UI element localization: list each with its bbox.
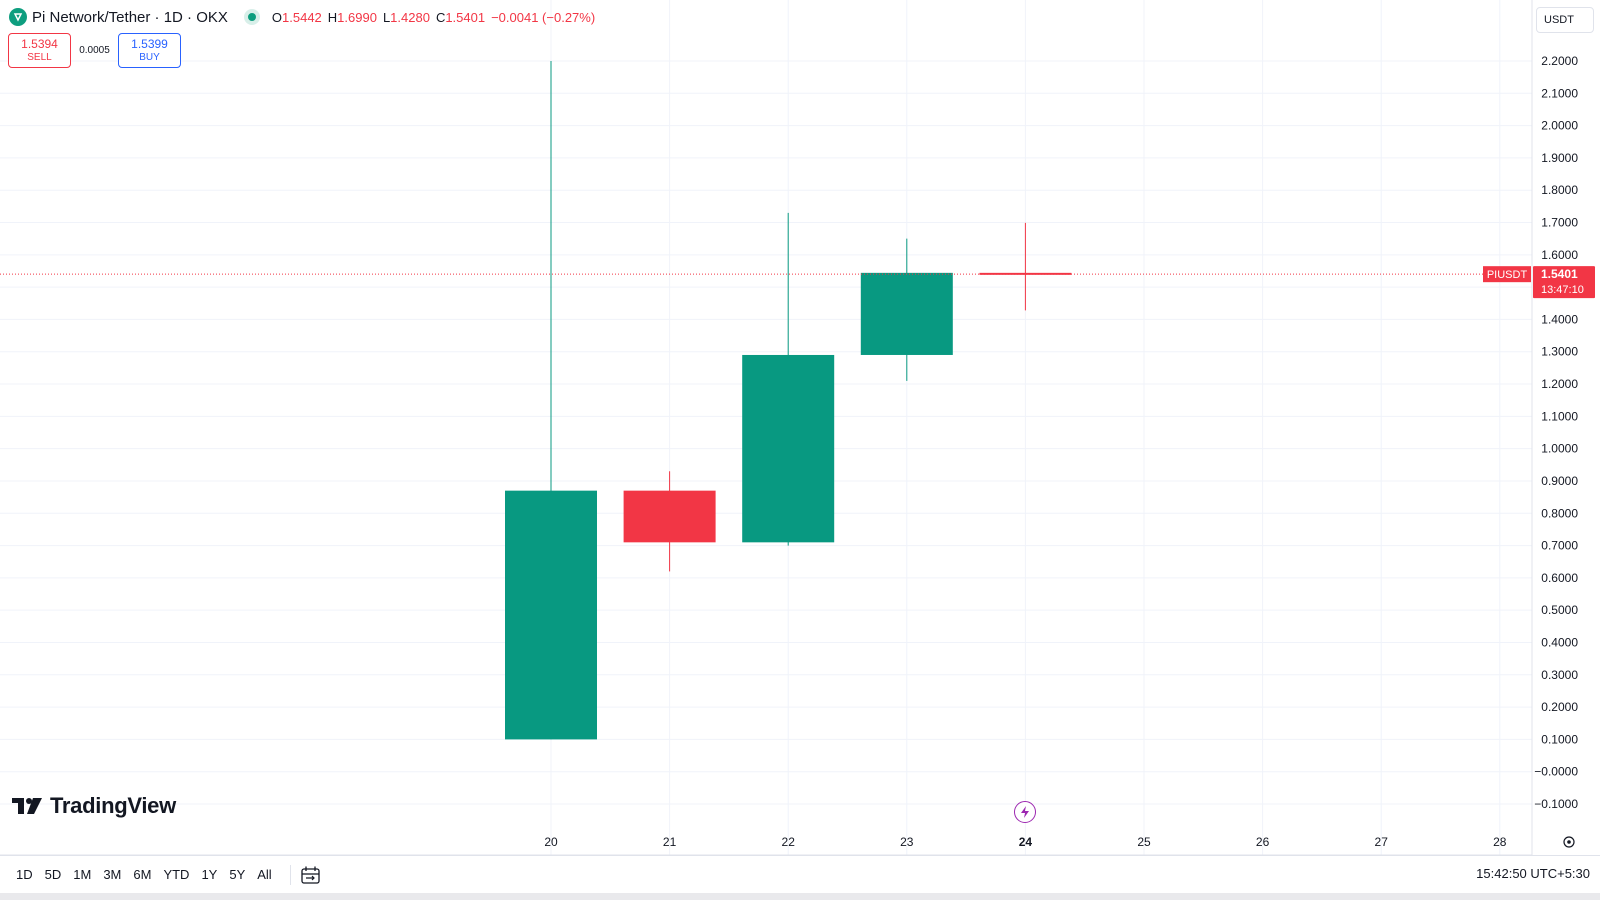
- candles: [505, 61, 1072, 740]
- x-tick-label: 22: [782, 835, 796, 849]
- y-tick-label: 1.4000: [1541, 312, 1578, 326]
- ohlc-values: O1.5442 H1.6990 L1.4280 C1.5401 −0.0041 …: [272, 10, 595, 25]
- y-tick-label: 0.8000: [1541, 506, 1578, 520]
- currency-button[interactable]: USDT: [1536, 7, 1594, 33]
- candle-body: [860, 272, 953, 355]
- buy-label: BUY: [139, 51, 160, 63]
- countdown-text: 13:47:10: [1541, 284, 1584, 296]
- candle-22[interactable]: [742, 212, 835, 546]
- x-tick-label: 27: [1375, 835, 1389, 849]
- y-tick-label: 0.6000: [1541, 571, 1578, 585]
- x-tick-label: 21: [663, 835, 677, 849]
- sell-label: SELL: [27, 51, 52, 63]
- buy-button[interactable]: 1.5399 BUY: [118, 33, 181, 68]
- y-tick-label: 1.0000: [1541, 442, 1578, 456]
- y-tick-label: −0.1000: [1534, 797, 1578, 811]
- tradingview-wordmark: TradingView: [50, 793, 176, 818]
- y-tick-label: 1.9000: [1541, 151, 1578, 165]
- lightning-icon[interactable]: [1014, 801, 1036, 823]
- candle-body: [742, 354, 835, 543]
- range-button-all[interactable]: All: [257, 867, 272, 882]
- y-tick-label: 1.3000: [1541, 345, 1578, 359]
- candle-body: [979, 272, 1072, 275]
- candle-20[interactable]: [505, 61, 597, 740]
- change-value: −0.0041 (−0.27%): [491, 9, 596, 25]
- high-label: H: [327, 9, 338, 25]
- market-status-icon[interactable]: [243, 9, 260, 25]
- open-label: O: [271, 9, 283, 25]
- symbol-price-tag: PIUSDT: [1483, 266, 1531, 283]
- go-to-date-icon[interactable]: [300, 865, 322, 885]
- y-tick-label: 1.1000: [1541, 409, 1578, 423]
- candle-body: [505, 490, 597, 740]
- bottom-toolbar: 1D 5D 1M 3M 6M YTD 1Y 5Y All 15:42:50 UTC+5:30: [0, 855, 1600, 891]
- toolbar-divider: [290, 865, 291, 885]
- high-value: 1.6990: [337, 9, 377, 25]
- y-tick-label: 1.2000: [1541, 377, 1578, 391]
- candle-body: [623, 490, 716, 543]
- axis-settings-icon[interactable]: [1563, 836, 1575, 848]
- open-value: 1.5442: [282, 9, 322, 25]
- x-tick-label: 25: [1137, 835, 1151, 849]
- y-tick-label: 0.1000: [1541, 732, 1578, 746]
- sell-price: 1.5394: [21, 36, 58, 51]
- low-value: 1.4280: [390, 9, 430, 25]
- candle-21[interactable]: [623, 471, 716, 572]
- price-axis: 2.2000 2.1000 2.0000 1.9000 1.8000 1.7000 1.60…: [1534, 54, 1578, 811]
- y-tick-label: −0.0000: [1534, 765, 1578, 779]
- symbol-tag-text: PIUSDT: [1487, 269, 1528, 281]
- close-label: C: [435, 9, 446, 25]
- pi-network-icon: [9, 8, 27, 26]
- trade-panel: 1.5394 SELL 0.0005 1.5399 BUY: [8, 33, 181, 68]
- tradingview-logo-icon: [12, 798, 42, 814]
- y-tick-label: 2.2000: [1541, 54, 1578, 68]
- buy-price: 1.5399: [131, 36, 168, 51]
- y-tick-label: 0.9000: [1541, 474, 1578, 488]
- candle-24[interactable]: [979, 222, 1072, 311]
- range-button-1m[interactable]: 1M: [73, 867, 92, 882]
- y-tick-label: 0.3000: [1541, 668, 1578, 682]
- range-selector: 1D 5D 1M 3M 6M YTD 1Y 5Y All: [10, 864, 278, 885]
- bottom-strip: [0, 893, 1600, 900]
- y-tick-label: 1.8000: [1541, 183, 1578, 197]
- tradingview-logo[interactable]: TradingView: [12, 793, 176, 819]
- spread-value: 0.0005: [79, 45, 110, 56]
- low-label: L: [382, 9, 391, 25]
- x-tick-label: 26: [1256, 835, 1270, 849]
- close-value: 1.5401: [445, 9, 486, 25]
- last-price-text: 1.5401: [1541, 267, 1578, 281]
- range-button-5d[interactable]: 5D: [44, 867, 62, 882]
- range-button-6m[interactable]: 6M: [133, 867, 152, 882]
- y-tick-label: 1.6000: [1541, 248, 1578, 262]
- symbol-legend: Pi Network/Tether · 1D · OKX O1.5442 H1.…: [9, 7, 595, 27]
- y-tick-label: 1.7000: [1541, 216, 1578, 230]
- y-tick-label: 0.4000: [1541, 635, 1578, 649]
- clock[interactable]: 15:42:50 UTC+5:30: [1476, 866, 1590, 881]
- x-tick-label: 20: [544, 835, 558, 849]
- range-button-1y[interactable]: 1Y: [201, 867, 218, 882]
- range-button-5y[interactable]: 5Y: [229, 867, 246, 882]
- y-tick-label: 2.1000: [1541, 86, 1578, 100]
- x-tick-label: 28: [1493, 835, 1507, 849]
- range-button-3m[interactable]: 3M: [103, 867, 122, 882]
- sell-button[interactable]: 1.5394 SELL: [8, 33, 71, 68]
- x-tick-label: 24: [1019, 835, 1033, 849]
- last-price-line: PIUSDT 1.5401 13:47:10: [0, 266, 1595, 299]
- range-button-ytd[interactable]: YTD: [163, 867, 190, 882]
- time-axis: 20 21 22 23 24 25 26 27 28: [544, 835, 1575, 849]
- y-tick-label: 0.5000: [1541, 603, 1578, 617]
- candle-23[interactable]: [860, 238, 953, 381]
- y-tick-label: 0.2000: [1541, 700, 1578, 714]
- range-button-1d[interactable]: 1D: [16, 867, 33, 882]
- y-tick-label: 0.7000: [1541, 539, 1578, 553]
- y-tick-label: 2.0000: [1541, 119, 1578, 133]
- last-price-tag: 1.5401 13:47:10: [1533, 266, 1595, 299]
- symbol-title[interactable]: Pi Network/Tether · 1D · OKX: [32, 8, 228, 26]
- x-tick-label: 23: [900, 835, 914, 849]
